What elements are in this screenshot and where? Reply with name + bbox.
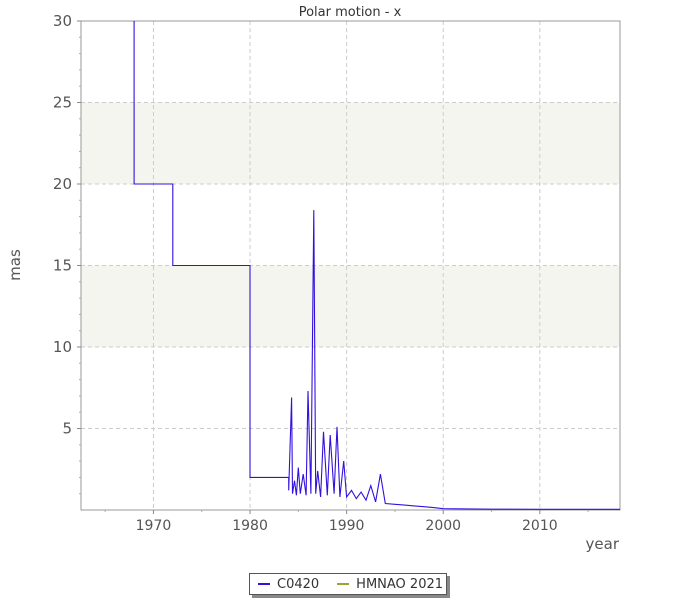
x-tick-label-1970: 1970 [136,518,172,534]
grid-lines [81,20,620,510]
y-tick-label-20: 20 [53,175,72,193]
legend: C0420 HMNAO 2021 [249,573,447,595]
y-tick-label-30: 30 [53,12,72,30]
band-1 [81,102,620,184]
legend-swatch-hmnao-2021 [337,583,350,585]
x-tick-label-2000: 2000 [425,518,461,534]
x-tick-label-1980: 1980 [232,518,268,534]
legend-item-hmnao-2021[interactable]: HMNAO 2021 [337,577,443,592]
band-0 [81,265,620,347]
legend-label-hmnao-2021: HMNAO 2021 [356,576,444,592]
y-tick-label-10: 10 [53,338,72,356]
legend-label-c0420: C0420 [277,576,320,592]
background-bands [81,102,620,347]
legend-swatch-c0420 [258,583,270,585]
chart-title: Polar motion - x [299,5,402,20]
y-axis-label: mas [6,249,24,281]
y-tick-label-15: 15 [53,257,72,275]
x-axis-label: year [586,535,620,553]
y-tick-label-25: 25 [53,94,72,112]
series-line-c0420 [133,21,620,510]
series-lines [133,21,620,510]
axis-ticks: 1970 1980 1990 2000 2010 5 10 15 20 25 30 [53,12,589,534]
x-tick-label-1990: 1990 [329,518,365,534]
y-tick-label-5: 5 [62,420,72,438]
legend-item-c0420[interactable]: C0420 [258,577,319,592]
x-tick-label-2010: 2010 [522,518,558,534]
